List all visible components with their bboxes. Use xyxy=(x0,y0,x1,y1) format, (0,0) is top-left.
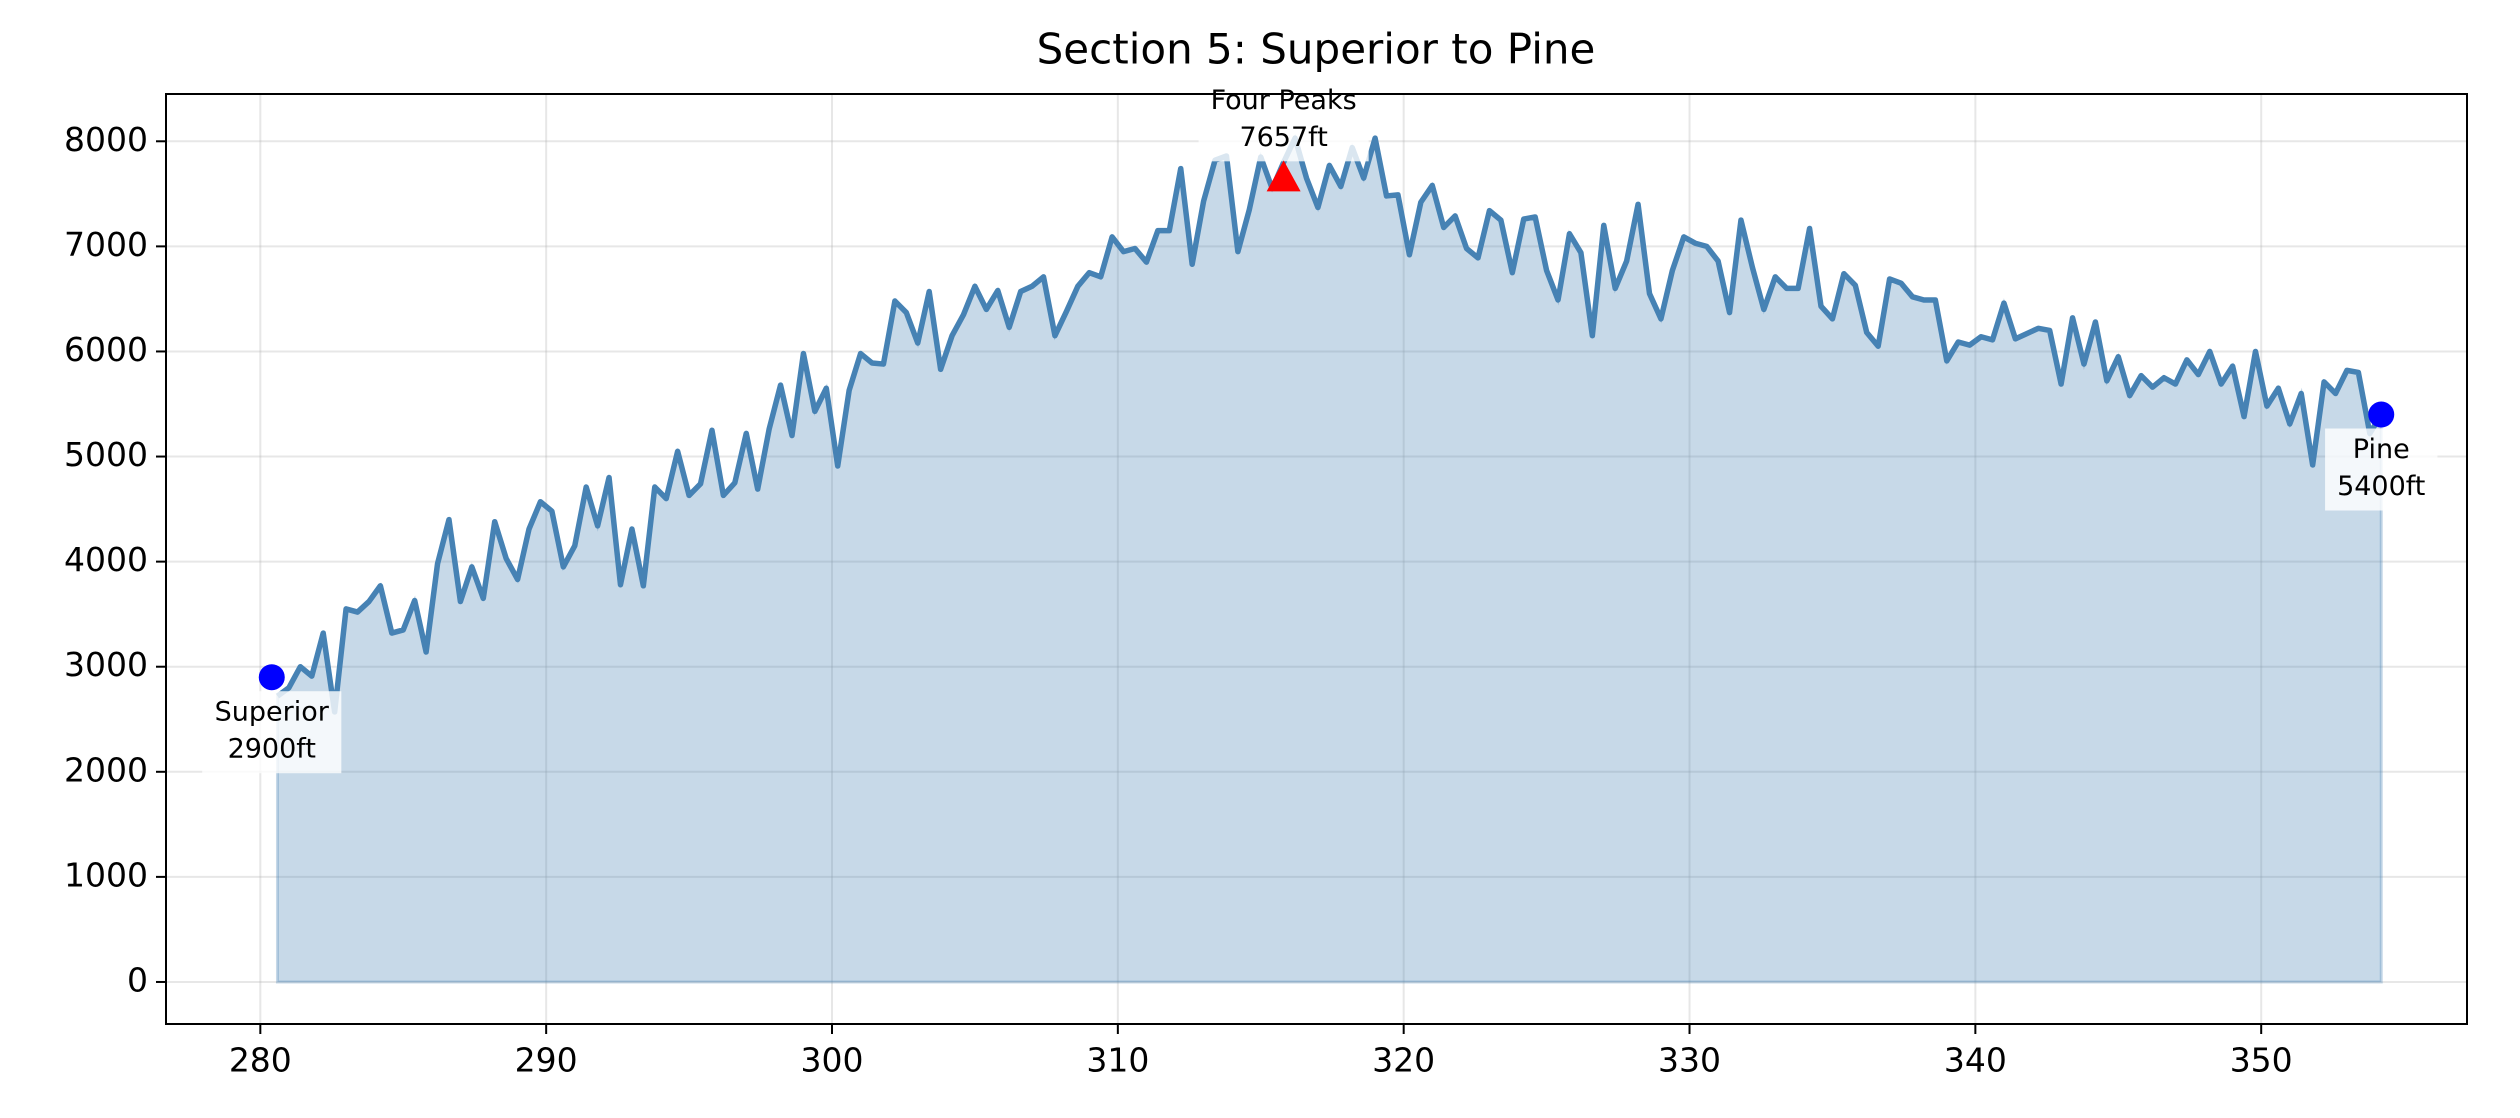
area-fill xyxy=(275,133,2383,984)
waypoint-name: Pine xyxy=(2353,434,2410,465)
label-box xyxy=(202,691,342,774)
y-tick-label: 2000 xyxy=(64,750,148,789)
x-tick-label: 290 xyxy=(515,1041,578,1080)
y-tick-label: 7000 xyxy=(64,225,148,264)
y-tick-label: 3000 xyxy=(64,645,148,684)
y-tick-label: 0 xyxy=(127,960,148,999)
x-tick-label: 300 xyxy=(801,1041,864,1080)
label-box xyxy=(2325,428,2438,511)
y-tick-label: 4000 xyxy=(64,540,148,579)
y-tick-label: 5000 xyxy=(64,435,148,474)
waypoint-name: Superior xyxy=(215,697,330,728)
x-tick-label: 330 xyxy=(1658,1041,1721,1080)
waypoint-marker xyxy=(1266,160,1301,192)
x-tick-label: 350 xyxy=(2230,1041,2293,1080)
x-tick-label: 310 xyxy=(1086,1041,1149,1080)
y-tick-label: 6000 xyxy=(64,330,148,369)
elevation-line xyxy=(275,135,2384,715)
waypoint-name: Four Peaks xyxy=(1211,85,1357,116)
waypoint-marker xyxy=(258,664,285,691)
chart-title: Section 5: Superior to Pine xyxy=(1037,25,1596,74)
x-tick-label: 320 xyxy=(1372,1041,1435,1080)
x-tick-label: 340 xyxy=(1944,1041,2007,1080)
x-tick-label: 280 xyxy=(229,1041,292,1080)
label-box xyxy=(1198,79,1369,162)
y-tick-label: 8000 xyxy=(64,120,148,159)
y-tick-label: 1000 xyxy=(64,855,148,894)
waypoint-label: 5400ft xyxy=(2337,471,2425,502)
waypoint-marker xyxy=(2368,401,2395,428)
plot-frame xyxy=(165,93,2468,1025)
waypoint-label: 7657ft xyxy=(1239,122,1327,153)
waypoint-label: 2900ft xyxy=(228,734,316,765)
